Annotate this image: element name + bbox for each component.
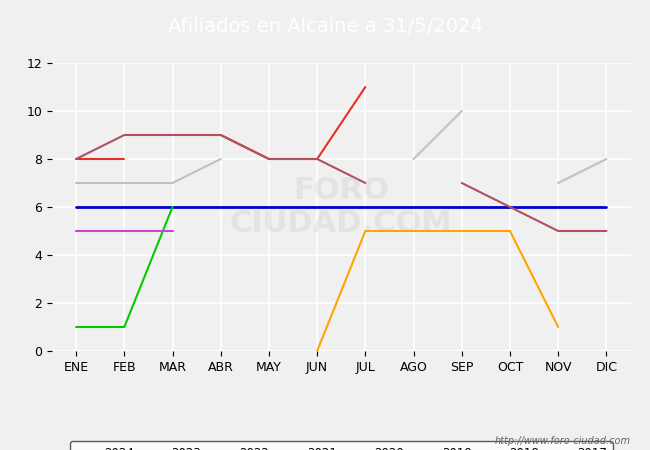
Text: Afiliados en Alcaine a 31/5/2024: Afiliados en Alcaine a 31/5/2024	[168, 18, 482, 36]
Text: http://www.foro-ciudad.com: http://www.foro-ciudad.com	[495, 436, 630, 446]
Text: FORO
CIUDAD.COM: FORO CIUDAD.COM	[230, 176, 452, 238]
Legend: 2024, 2023, 2022, 2021, 2020, 2019, 2018, 2017: 2024, 2023, 2022, 2021, 2020, 2019, 2018…	[70, 441, 613, 450]
